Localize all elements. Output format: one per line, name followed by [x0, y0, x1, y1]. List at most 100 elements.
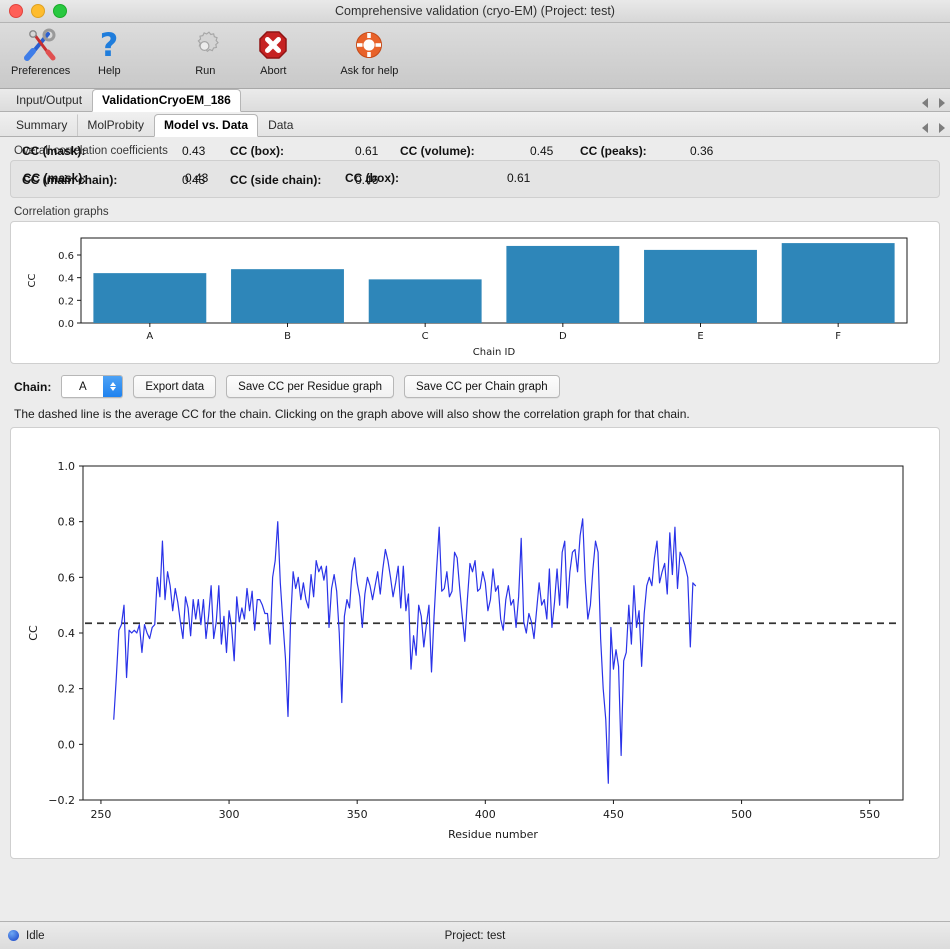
chain-select-value: A — [79, 380, 87, 393]
svg-text:550: 550 — [859, 808, 880, 821]
svg-text:A: A — [146, 331, 153, 342]
minimize-button[interactable] — [31, 4, 45, 18]
maximize-button[interactable] — [53, 4, 67, 18]
svg-text:400: 400 — [475, 808, 496, 821]
gear-icon — [188, 26, 222, 64]
cc-side-chain-label: CC (side chain): — [230, 172, 322, 187]
lifebuoy-icon — [353, 26, 385, 64]
abort-label: Abort — [260, 65, 287, 77]
status-project: Project: test — [444, 929, 506, 942]
cc-main-chain-label: CC (main chain): — [22, 172, 118, 187]
tab-model-vs-data[interactable]: Model vs. Data — [154, 114, 259, 137]
svg-text:C: C — [422, 331, 429, 342]
cc-line-2: CC (main chain): 0.43 CC (side chain): 0… — [10, 165, 940, 194]
svg-text:CC: CC — [27, 625, 40, 641]
cc-box-label: CC (box): — [345, 171, 399, 185]
window-controls — [9, 4, 67, 18]
svg-text:0.2: 0.2 — [58, 296, 74, 307]
svg-text:0.4: 0.4 — [58, 627, 76, 640]
svg-text:F: F — [835, 331, 841, 342]
export-data-button[interactable]: Export data — [133, 375, 217, 398]
scroll-right-icon[interactable] — [939, 98, 945, 108]
chevron-up-icon — [109, 382, 116, 386]
svg-text:1.0: 1.0 — [58, 460, 76, 473]
tab-validation-cryoem[interactable]: ValidationCryoEM_186 — [92, 89, 241, 112]
abort-button[interactable]: Abort — [239, 26, 307, 77]
cc-per-chain-chart[interactable]: 0.0 0.2 0.4 0.6 CC A B C D E F Chain ID — [10, 221, 940, 364]
question-mark-icon: ? — [96, 26, 122, 64]
svg-text:E: E — [697, 331, 703, 342]
title-bar: Comprehensive validation (cryo-EM) (Proj… — [0, 0, 950, 23]
save-cc-per-chain-graph-button[interactable]: Save CC per Chain graph — [404, 375, 560, 398]
chevron-down-icon — [109, 387, 116, 391]
svg-text:450: 450 — [603, 808, 624, 821]
svg-text:0.0: 0.0 — [58, 319, 74, 330]
run-button[interactable]: Run — [171, 26, 239, 77]
svg-text:350: 350 — [347, 808, 368, 821]
svg-text:250: 250 — [90, 808, 111, 821]
svg-text:300: 300 — [219, 808, 240, 821]
scroll-left-icon[interactable] — [922, 98, 928, 108]
cc-per-residue-svg: −0.2 0.0 0.2 0.4 0.6 0.8 1.0 250 300 350 400 450 500… — [27, 460, 904, 841]
cc-mask-label-2: CC (mask): — [22, 143, 86, 158]
svg-text:0.6: 0.6 — [58, 251, 74, 262]
svg-text:Residue number: Residue number — [448, 828, 538, 841]
preferences-button[interactable]: Preferences — [6, 26, 75, 77]
ask-for-help-label: Ask for help — [340, 65, 399, 77]
ask-for-help-button[interactable]: Ask for help — [335, 26, 403, 77]
cc-volume-label: CC (volume): — [400, 143, 475, 158]
svg-text:D: D — [559, 331, 567, 342]
scroll-right-icon-2[interactable] — [939, 123, 945, 133]
status-indicator-icon — [8, 930, 19, 941]
cc-values-grid: CC (mask): 0.43 CC (box): 0.61 CC (volum… — [10, 137, 940, 194]
cc-box-value-2: 0.61 — [355, 143, 379, 158]
save-cc-per-residue-graph-button[interactable]: Save CC per Residue graph — [226, 375, 395, 398]
dashed-line-hint: The dashed line is the average CC for th… — [14, 407, 690, 421]
svg-text:Chain ID: Chain ID — [473, 347, 516, 358]
tab-data[interactable]: Data — [268, 118, 294, 132]
primary-tab-nav — [922, 98, 945, 108]
cc-row-1: CC (mask): 0.43 CC (box): 0.61 — [23, 171, 531, 185]
secondary-tab-nav — [922, 123, 945, 133]
chain-controls: Chain: A Export data Save CC per Residue… — [14, 375, 940, 398]
svg-text:0.4: 0.4 — [58, 274, 74, 285]
preferences-label: Preferences — [11, 65, 71, 77]
secondary-tab-bar: Summary MolProbity Model vs. Data Data — [0, 112, 950, 137]
help-label: Help — [98, 65, 121, 77]
cc-per-residue-chart[interactable]: −0.2 0.0 0.2 0.4 0.6 0.8 1.0 250 300 350 400 450 500… — [10, 427, 940, 859]
primary-tab-bar: Input/Output ValidationCryoEM_186 — [0, 89, 950, 112]
status-text: Idle — [26, 929, 45, 942]
chain-stepper-icon[interactable] — [103, 376, 123, 397]
stop-x-icon — [256, 26, 290, 64]
tab-molprobity[interactable]: MolProbity — [77, 114, 154, 136]
correlation-graphs-group-label: Correlation graphs — [14, 206, 109, 218]
chain-select[interactable]: A — [61, 375, 124, 398]
svg-text:?: ? — [100, 28, 119, 62]
tab-input-output[interactable]: Input/Output — [16, 93, 83, 107]
svg-text:−0.2: −0.2 — [48, 794, 75, 807]
help-button[interactable]: ? Help — [75, 26, 143, 77]
overall-cc-panel: CC (mask): 0.43 CC (box): 0.61 — [10, 160, 940, 198]
scroll-left-icon-2[interactable] — [922, 123, 928, 133]
window-title: Comprehensive validation (cryo-EM) (Proj… — [335, 4, 615, 18]
close-button[interactable] — [9, 4, 23, 18]
cc-mask-label: CC (mask): — [23, 171, 87, 185]
svg-text:500: 500 — [731, 808, 752, 821]
cc-per-chain-svg: 0.0 0.2 0.4 0.6 CC A B C D E F Chain ID — [27, 237, 908, 358]
cc-main-chain-value: 0.43 — [182, 172, 206, 187]
run-label: Run — [195, 65, 216, 77]
status-bar: Idle Project: test — [0, 921, 950, 949]
tools-icon — [22, 26, 60, 64]
cc-peaks-label: CC (peaks): — [580, 143, 647, 158]
svg-text:0.6: 0.6 — [58, 571, 76, 584]
cc-side-chain-value: 0.46 — [355, 172, 379, 187]
chain-label: Chain: — [14, 379, 52, 394]
svg-text:B: B — [284, 331, 291, 342]
tab-summary[interactable]: Summary — [16, 118, 68, 132]
cc-peaks-value: 0.36 — [690, 143, 714, 158]
cc-box-label-2: CC (box): — [230, 143, 284, 158]
svg-text:0.8: 0.8 — [58, 516, 76, 529]
toolbar: Preferences ? Help Run — [0, 23, 950, 89]
svg-text:0.2: 0.2 — [58, 683, 76, 696]
